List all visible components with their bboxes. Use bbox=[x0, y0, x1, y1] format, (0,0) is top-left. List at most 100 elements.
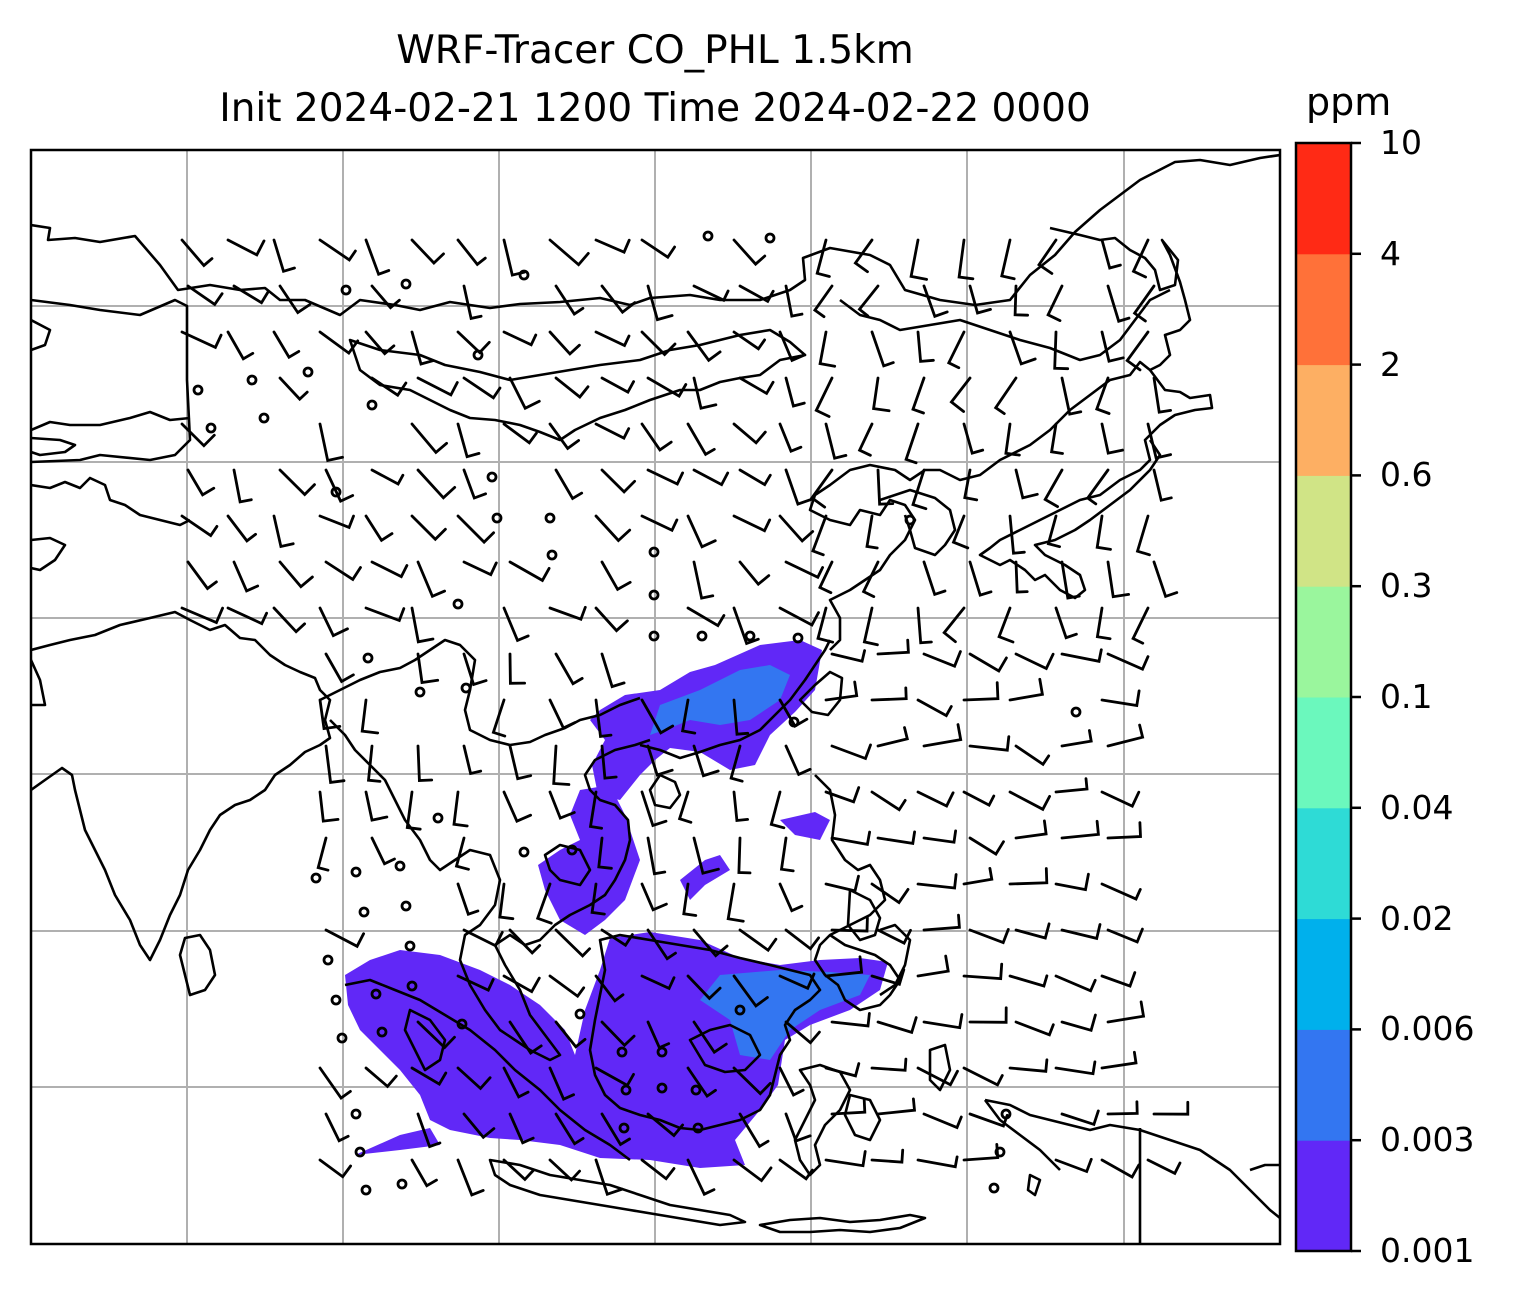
calm-wind-circle bbox=[366, 399, 378, 411]
wind-barb bbox=[830, 649, 866, 663]
plume-south-china-sea bbox=[680, 855, 730, 900]
wind-barb bbox=[646, 376, 688, 399]
wind-barb bbox=[824, 422, 848, 460]
calm-wind-circle bbox=[330, 994, 342, 1006]
wind-barb bbox=[962, 867, 994, 886]
colorbar-tick-label: 0.3 bbox=[1380, 566, 1433, 606]
wind-barb bbox=[600, 284, 637, 315]
wind-barb bbox=[456, 1066, 492, 1091]
wind-barb bbox=[1014, 1020, 1055, 1037]
wind-barb bbox=[554, 284, 585, 316]
wind-barb bbox=[535, 882, 553, 925]
calm-wind-circle bbox=[192, 384, 204, 396]
wind-barb bbox=[364, 330, 396, 356]
wind-barb bbox=[876, 468, 895, 506]
tracer-plume bbox=[345, 640, 888, 1168]
wind-barb bbox=[824, 874, 860, 893]
wind-barb bbox=[1100, 330, 1125, 363]
wind-barb bbox=[870, 790, 907, 812]
wind-barb bbox=[554, 652, 584, 686]
wind-barb bbox=[1100, 1050, 1138, 1070]
calm-wind-circle bbox=[792, 632, 804, 644]
wind-barb bbox=[784, 560, 824, 580]
colorbar-tick-label: 0.04 bbox=[1380, 787, 1454, 827]
wind-barb bbox=[1146, 1158, 1182, 1176]
wind-barb bbox=[962, 1066, 1004, 1087]
wind-barb bbox=[370, 468, 405, 486]
wind-barb bbox=[1100, 790, 1141, 808]
colorbar-bin bbox=[1296, 1140, 1351, 1252]
wind-barb bbox=[646, 744, 674, 777]
wind-barb bbox=[548, 238, 590, 267]
wind-barb bbox=[692, 928, 729, 958]
wind-barb bbox=[462, 376, 502, 400]
wind-barb bbox=[410, 330, 435, 366]
wind-barb bbox=[590, 882, 606, 916]
wind-barb bbox=[502, 974, 541, 994]
wind-barb bbox=[226, 330, 255, 361]
wind-barb bbox=[456, 882, 480, 916]
wind-barb bbox=[686, 1158, 716, 1197]
wind-barb bbox=[784, 1112, 812, 1143]
wind-barb bbox=[778, 422, 803, 454]
wind-barb bbox=[1014, 468, 1039, 500]
wind-barb bbox=[963, 468, 979, 502]
wind-barb bbox=[232, 284, 270, 305]
calm-wind-circle bbox=[744, 630, 756, 642]
wind-barb bbox=[1008, 1058, 1049, 1073]
wind-barb bbox=[452, 790, 469, 828]
wind-barb bbox=[548, 1066, 575, 1101]
wind-barb bbox=[968, 652, 1008, 673]
plume-sumatra-tail bbox=[355, 1128, 440, 1155]
calm-wind-circle bbox=[394, 860, 406, 872]
wind-barb bbox=[732, 514, 772, 533]
wind-barb bbox=[784, 928, 820, 951]
wind-barb bbox=[600, 928, 634, 948]
wind-barb bbox=[502, 238, 526, 277]
wind-barb bbox=[1014, 922, 1051, 940]
wind-barb bbox=[968, 928, 1010, 945]
wind-barb bbox=[370, 560, 409, 579]
wind-barb bbox=[456, 422, 481, 459]
calm-wind-circle bbox=[406, 980, 418, 992]
wind-barb bbox=[316, 836, 330, 872]
wind-barb bbox=[1095, 376, 1111, 415]
coastlines bbox=[31, 153, 1280, 1244]
colorbar-bin bbox=[1296, 143, 1351, 255]
wind-barb bbox=[462, 468, 487, 500]
wind-barb bbox=[366, 744, 382, 783]
calm-wind-circle bbox=[648, 589, 660, 601]
wind-barb bbox=[692, 468, 730, 487]
wind-barb bbox=[370, 836, 396, 866]
calm-wind-circle bbox=[310, 872, 322, 884]
wind-barb bbox=[861, 560, 880, 598]
wind-barb bbox=[640, 238, 676, 260]
wind-barb bbox=[186, 468, 216, 497]
wind-barb bbox=[922, 1112, 963, 1130]
wind-barb bbox=[232, 468, 253, 504]
wind-barb bbox=[738, 1112, 770, 1149]
wind-barb bbox=[922, 650, 962, 669]
wind-barb bbox=[778, 1066, 805, 1097]
wind-barb bbox=[1060, 923, 1102, 941]
calm-wind-circle bbox=[491, 512, 503, 524]
wind-barb bbox=[1060, 648, 1103, 663]
wind-barb bbox=[738, 928, 778, 953]
calm-wind-circle bbox=[702, 230, 714, 242]
wind-barb bbox=[942, 606, 966, 644]
wind-barb bbox=[1152, 468, 1173, 502]
wind-barb bbox=[554, 928, 591, 958]
wind-barb bbox=[640, 698, 675, 735]
calm-wind-circle bbox=[396, 1178, 408, 1190]
wind-barb bbox=[1054, 606, 1078, 640]
wind-barb bbox=[870, 1148, 905, 1164]
wind-barb bbox=[462, 284, 483, 321]
wind-barb bbox=[732, 698, 750, 736]
wind-barb bbox=[594, 698, 613, 738]
wind-barb bbox=[554, 468, 584, 501]
calm-wind-circle bbox=[350, 1108, 362, 1120]
calm-wind-circle bbox=[696, 630, 708, 642]
wind-barb bbox=[364, 514, 394, 543]
wind-barb bbox=[508, 744, 533, 781]
wind-barb bbox=[1008, 974, 1049, 988]
